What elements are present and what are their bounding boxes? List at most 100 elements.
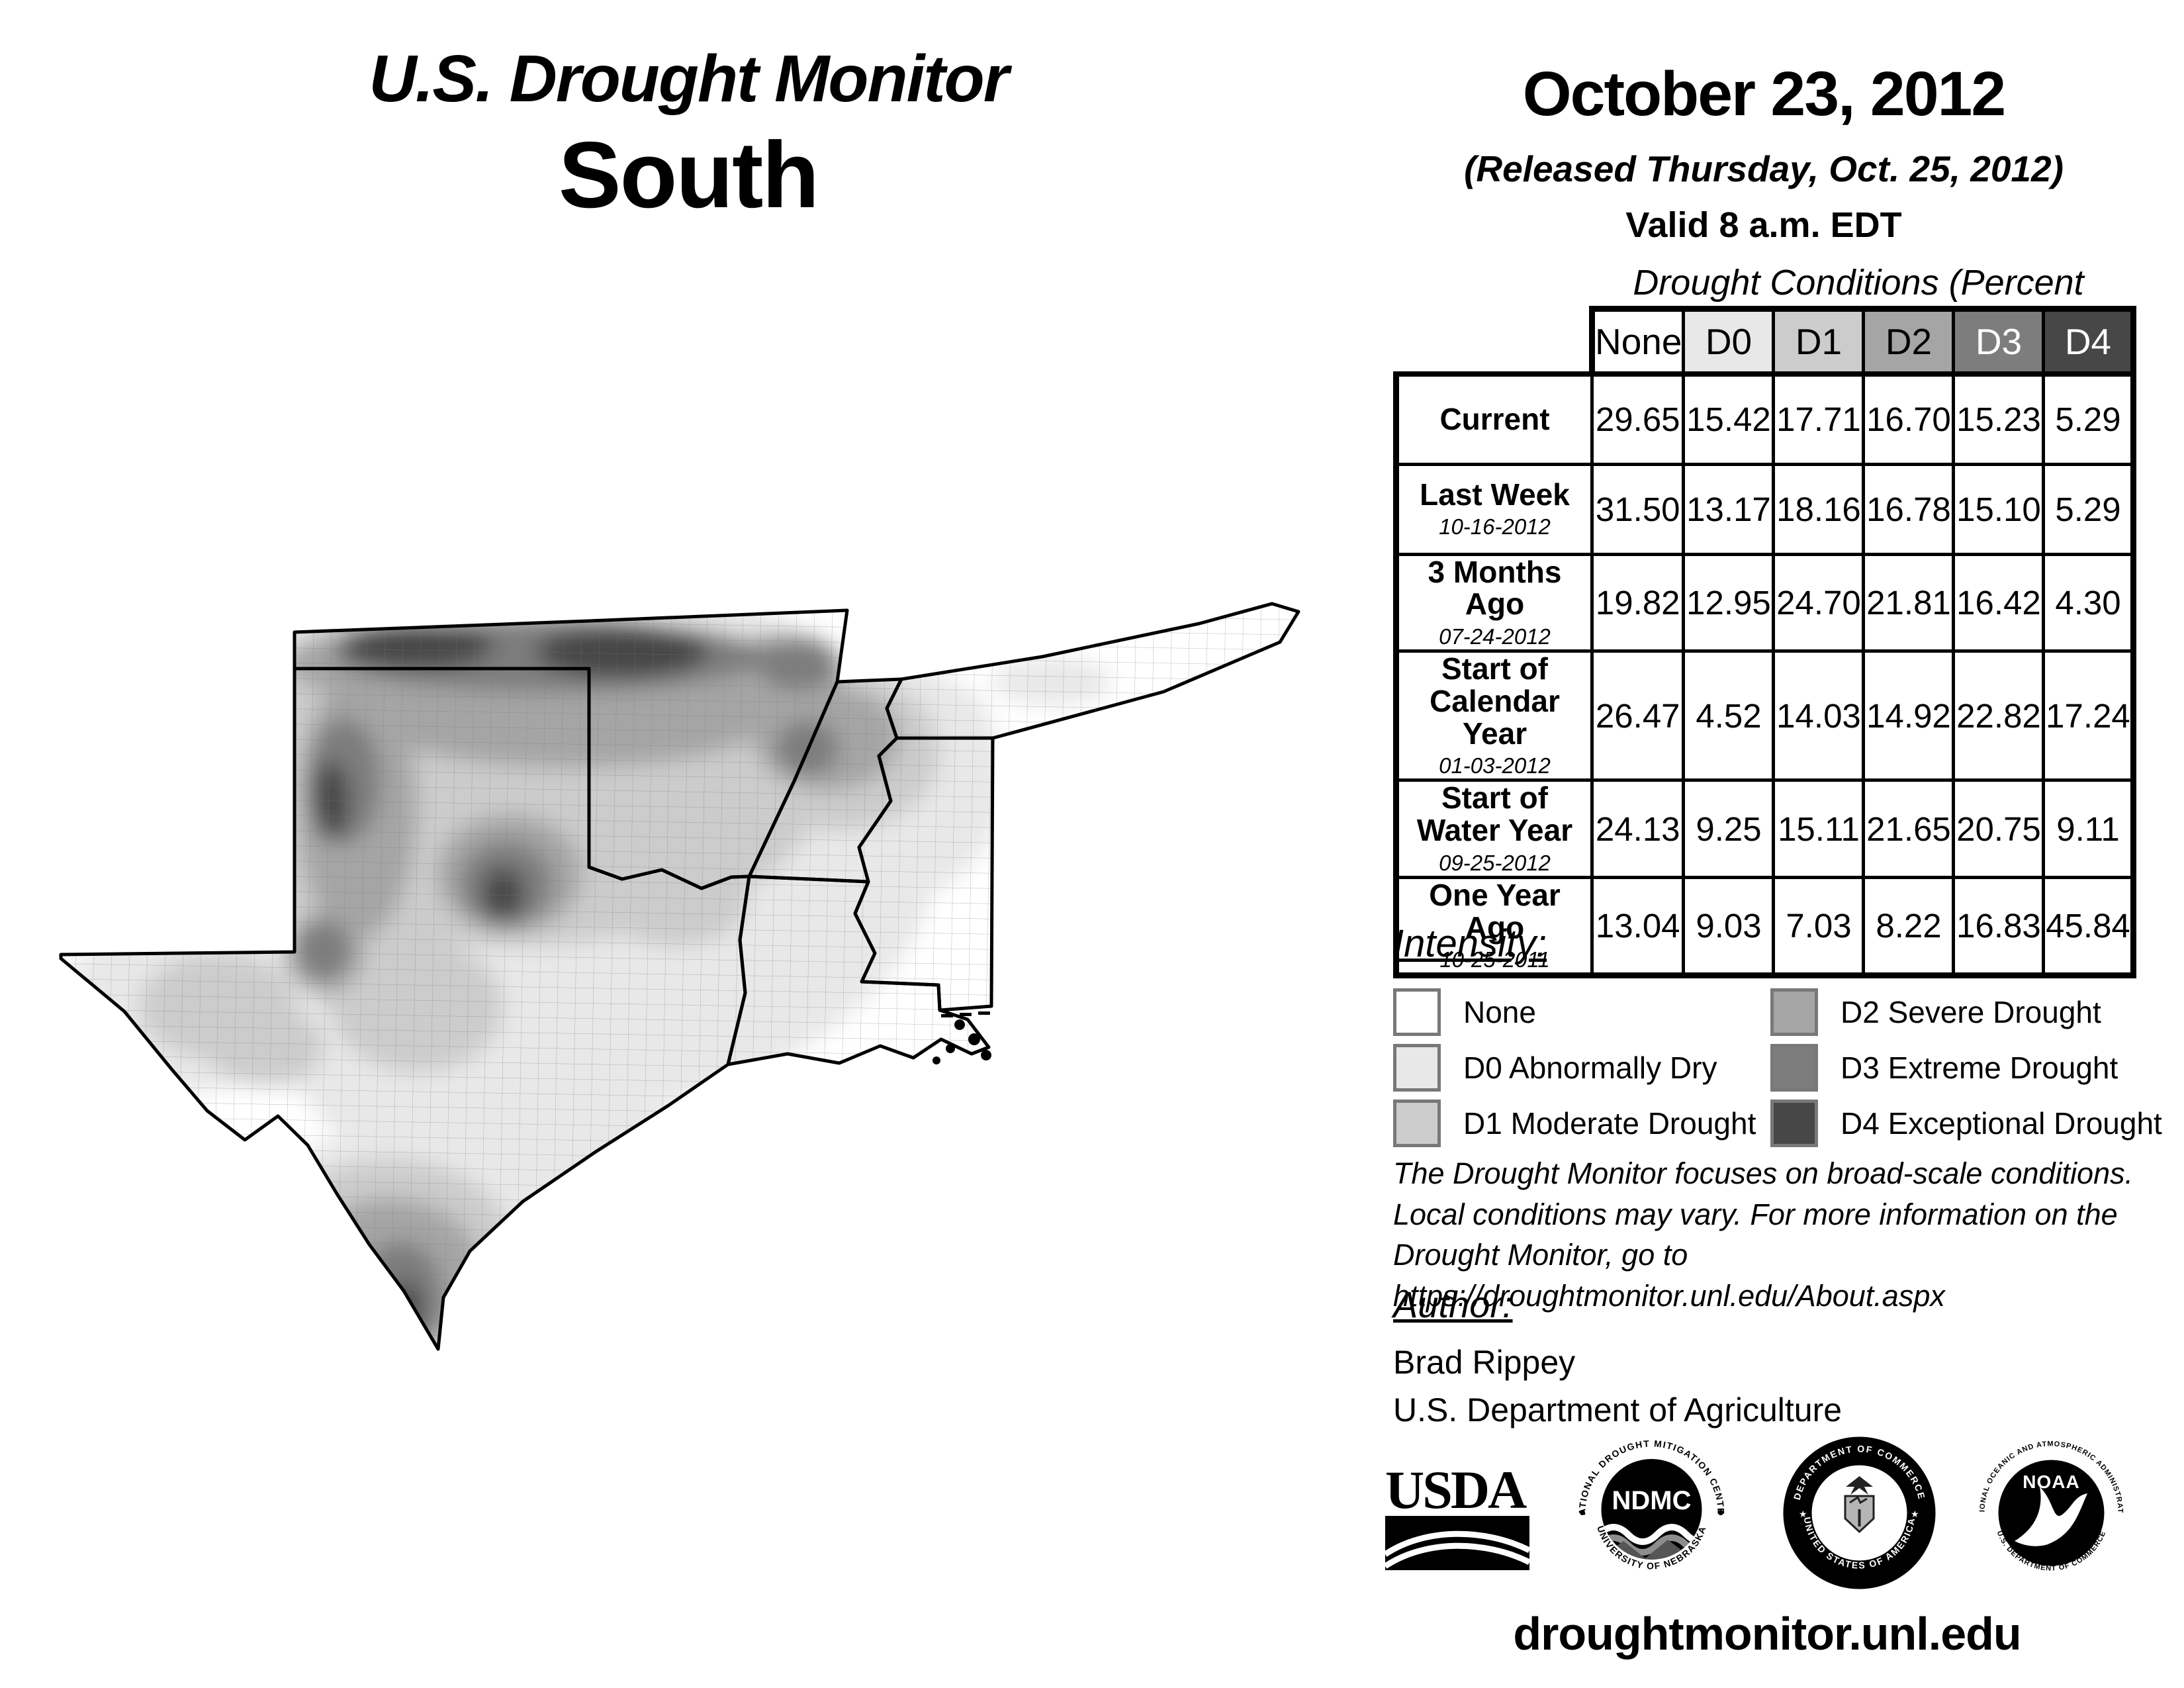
cell: 24.70 bbox=[1772, 552, 1866, 653]
col-header-d3: D3 bbox=[1952, 306, 2046, 377]
cell: 15.23 bbox=[1952, 371, 2046, 466]
noaa-wordmark: NOAA bbox=[2023, 1472, 2079, 1492]
table-row: Current 29.65 15.42 17.71 16.70 15.23 5.… bbox=[1393, 371, 2137, 466]
cell: 45.84 bbox=[2042, 875, 2137, 979]
disclaimer-text: The Drought Monitor focuses on broad-sca… bbox=[1393, 1156, 2134, 1313]
row-label-last-week: Last Week 10-16-2012 bbox=[1393, 462, 1594, 556]
valid-time: Valid 8 a.m. EDT bbox=[1625, 205, 1902, 245]
swatch-d2 bbox=[1770, 988, 1818, 1036]
state-borders bbox=[59, 602, 1300, 1351]
footer-url: droughtmonitor.unl.edu bbox=[1513, 1608, 2021, 1660]
col-header-d0: D0 bbox=[1682, 306, 1776, 377]
region-title: South bbox=[558, 122, 819, 228]
cell: 13.17 bbox=[1682, 462, 1776, 556]
map-date: October 23, 2012 bbox=[1522, 59, 2006, 129]
legend-item-d2: D2 Severe Drought bbox=[1770, 984, 2162, 1040]
table-header-row: None D0 D1 D2 D3 D4 bbox=[1396, 306, 2137, 377]
cell: 4.52 bbox=[1682, 649, 1776, 782]
intensity-legend: Intensity: None D0 Abnormally Dry D1 Mod… bbox=[1393, 921, 2162, 1151]
swatch-d1 bbox=[1393, 1100, 1441, 1147]
cell: 22.82 bbox=[1952, 649, 2046, 782]
intensity-heading: Intensity: bbox=[1393, 922, 1547, 965]
ndmc-logo: NDMC NATIONAL DROUGHT MITIGATION CENTER … bbox=[1574, 1435, 1729, 1591]
noaa-logo: NOAA NATIONAL OCEANIC AND ATMOSPHERIC AD… bbox=[1974, 1435, 2129, 1591]
cell: 17.24 bbox=[2042, 649, 2137, 782]
legend-item-d0: D0 Abnormally Dry bbox=[1393, 1040, 1770, 1096]
table-row: Start of Calendar Year 01-03-2012 26.47 4… bbox=[1393, 649, 2137, 782]
blank-cell bbox=[1396, 309, 1592, 375]
author-org: U.S. Department of Agriculture bbox=[1393, 1391, 1843, 1429]
cell: 31.50 bbox=[1590, 462, 1686, 556]
swatch-d3 bbox=[1770, 1044, 1818, 1092]
cell: 14.92 bbox=[1862, 649, 1956, 782]
state-oklahoma bbox=[293, 608, 849, 890]
cell: 12.95 bbox=[1682, 552, 1776, 653]
legend-item-d3: D3 Extreme Drought bbox=[1770, 1040, 2162, 1096]
svg-text:★: ★ bbox=[1799, 1509, 1807, 1519]
cell: 15.42 bbox=[1682, 371, 1776, 466]
legend-item-d4: D4 Exceptional Drought bbox=[1770, 1096, 2162, 1151]
col-header-none: None bbox=[1588, 306, 1686, 377]
title-block: U.S. Drought Monitor South bbox=[225, 41, 1152, 230]
page-title: U.S. Drought Monitor bbox=[369, 42, 1009, 116]
swatch-d0 bbox=[1393, 1044, 1441, 1092]
svg-text:★: ★ bbox=[1911, 1509, 1919, 1519]
cell: 13.04 bbox=[1590, 875, 1686, 979]
usda-field-icon bbox=[1383, 1515, 1531, 1570]
author-heading: Author: bbox=[1393, 1284, 1513, 1325]
cell: 15.11 bbox=[1772, 778, 1866, 879]
eagle-shield-icon bbox=[1844, 1476, 1875, 1534]
cell: 16.83 bbox=[1952, 875, 2046, 979]
legend-item-d1: D1 Moderate Drought bbox=[1393, 1096, 1770, 1151]
author-name: Brad Rippey bbox=[1393, 1344, 1576, 1381]
cell: 8.22 bbox=[1862, 875, 1956, 979]
state-tennessee bbox=[885, 602, 1300, 740]
cell: 9.11 bbox=[2042, 778, 2137, 879]
department-of-commerce-seal: DEPARTMENT OF COMMERCE UNITED STATES OF … bbox=[1783, 1436, 1936, 1589]
cell: 29.65 bbox=[1590, 371, 1686, 466]
cell: 19.82 bbox=[1590, 552, 1686, 653]
noaa-bird-icon bbox=[2015, 1487, 2087, 1546]
cell: 16.78 bbox=[1862, 462, 1956, 556]
drought-map bbox=[46, 583, 1343, 1357]
cell: 5.29 bbox=[2042, 462, 2137, 556]
table-row: Start of Water Year 09-25-2012 24.13 9.25… bbox=[1393, 778, 2137, 879]
ndmc-wordmark: NDMC bbox=[1612, 1486, 1692, 1515]
col-header-d4: D4 bbox=[2042, 306, 2137, 377]
cell: 15.10 bbox=[1952, 462, 2046, 556]
cell: 16.42 bbox=[1952, 552, 2046, 653]
cell: 24.13 bbox=[1590, 778, 1686, 879]
cell: 17.71 bbox=[1772, 371, 1866, 466]
state-louisiana bbox=[726, 874, 991, 1066]
drought-conditions-table: None D0 D1 D2 D3 D4 Current 29.65 15.42 … bbox=[1393, 306, 2137, 979]
legend-item-none: None bbox=[1393, 984, 1770, 1040]
cell: 14.03 bbox=[1772, 649, 1866, 782]
row-label-start-calendar-year: Start of Calendar Year 01-03-2012 bbox=[1393, 649, 1594, 782]
row-label-start-water-year: Start of Water Year 09-25-2012 bbox=[1393, 778, 1594, 879]
cell: 5.29 bbox=[2042, 371, 2137, 466]
cell: 18.16 bbox=[1772, 462, 1866, 556]
row-label-3-months-ago: 3 Months Ago 07-24-2012 bbox=[1393, 552, 1594, 653]
cell: 20.75 bbox=[1952, 778, 2046, 879]
table-row: 3 Months Ago 07-24-2012 19.82 12.95 24.70… bbox=[1393, 552, 2137, 653]
cell: 4.30 bbox=[2042, 552, 2137, 653]
release-date: (Released Thursday, Oct. 25, 2012) bbox=[1464, 148, 2064, 189]
col-header-d2: D2 bbox=[1862, 306, 1956, 377]
table-row: One Year Ago 10-25-2011 13.04 9.03 7.03 8… bbox=[1393, 875, 2137, 979]
cell: 7.03 bbox=[1772, 875, 1866, 979]
cell: 21.81 bbox=[1862, 552, 1956, 653]
cell: 16.70 bbox=[1862, 371, 1956, 466]
cell: 21.65 bbox=[1862, 778, 1956, 879]
usda-wordmark: USDA bbox=[1385, 1460, 1527, 1520]
usda-logo: USDA bbox=[1383, 1460, 1531, 1573]
swatch-none bbox=[1393, 988, 1441, 1036]
cell: 9.03 bbox=[1682, 875, 1776, 979]
row-label-one-year-ago: One Year Ago 10-25-2011 bbox=[1393, 875, 1594, 979]
cell: 9.25 bbox=[1682, 778, 1776, 879]
swatch-d4 bbox=[1770, 1100, 1818, 1147]
col-header-d1: D1 bbox=[1772, 306, 1866, 377]
date-block: October 23, 2012 (Released Thursday, Oct… bbox=[1383, 58, 2144, 246]
row-label-current: Current bbox=[1393, 371, 1594, 466]
table-row: Last Week 10-16-2012 31.50 13.17 18.16 16… bbox=[1393, 462, 2137, 556]
cell: 26.47 bbox=[1590, 649, 1686, 782]
